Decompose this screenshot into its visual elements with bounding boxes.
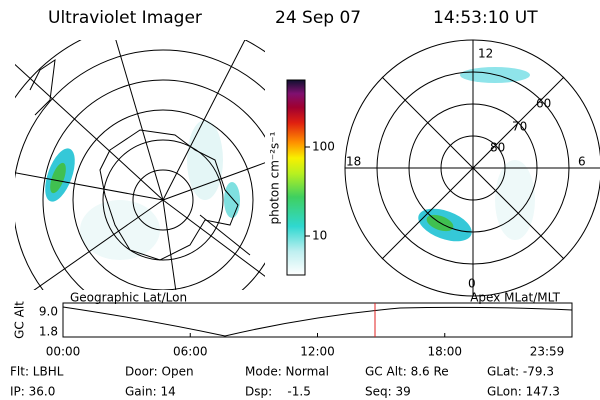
timeline-xtick: 06:00 — [173, 345, 208, 359]
timeline-xtick: 00:00 — [46, 345, 81, 359]
footer-item: Gain: 14 — [125, 385, 176, 399]
footer-item: Dsp: -1.5 — [245, 385, 311, 399]
footer-item: Seq: 39 — [365, 385, 411, 399]
mlt-label: 18 — [346, 155, 361, 169]
footer-item: Mode: Normal — [245, 365, 329, 379]
timeline-xtick: 12:00 — [300, 345, 335, 359]
footer-item: IP: 36.0 — [10, 385, 55, 399]
time: 14:53:10 UT — [433, 8, 538, 28]
lat-label: 70 — [512, 120, 527, 134]
footer-item: GLat: -79.3 — [487, 365, 554, 379]
title: Ultraviolet Imager — [48, 8, 202, 28]
footer-item: GC Alt: 8.6 Re — [365, 365, 449, 379]
altitude-curve — [62, 306, 573, 337]
left-map-label: Geographic Lat/Lon — [70, 291, 187, 305]
timeline-ylabel: GC Alt — [13, 301, 27, 339]
timeline-ytick: 1.8 — [39, 325, 58, 339]
timeline-xtick: 18:00 — [427, 345, 462, 359]
footer-item: Flt: LBHL — [10, 365, 64, 379]
footer-item: Door: Open — [125, 365, 194, 379]
date: 24 Sep 07 — [275, 8, 361, 28]
mlt-label: 0 — [468, 277, 476, 291]
lat-label: 60 — [536, 97, 551, 111]
geographic-map — [15, 40, 265, 290]
timeline-xtick: 23:59 — [530, 345, 565, 359]
colorbar — [286, 79, 306, 276]
colorbar-tick-label: 10 — [312, 229, 327, 243]
footer-item: GLon: 147.3 — [487, 385, 560, 399]
mlt-label: 12 — [478, 47, 493, 61]
colorbar-label: photon cm⁻²s⁻¹ — [268, 131, 282, 224]
mlt-label: 6 — [578, 155, 586, 169]
lat-label: 80 — [490, 141, 505, 155]
timeline-ytick: 9.0 — [39, 305, 58, 319]
right-map-label: Apex MLat/MLT — [470, 291, 560, 305]
colorbar-tick-label: 100 — [312, 140, 335, 154]
polar-map — [344, 39, 600, 297]
